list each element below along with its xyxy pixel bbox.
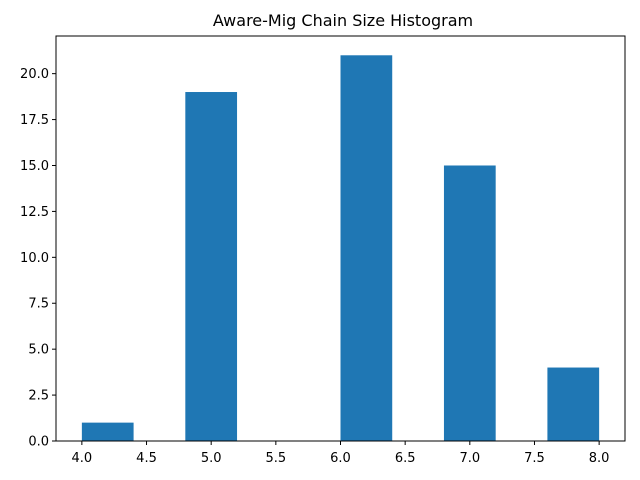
y-tick-label: 2.5 — [28, 389, 49, 404]
bars-group — [81, 55, 600, 442]
x-tick-label: 8.0 — [589, 451, 610, 466]
histogram-bar-7 — [443, 165, 496, 441]
x-axis: 4.0 4.5 5.0 5.5 6.0 6.5 7.0 7.5 8.0 — [72, 441, 610, 466]
y-tick-label: 15.0 — [20, 159, 49, 174]
histogram-bar-5 — [340, 55, 393, 442]
plot-frame — [55, 35, 626, 442]
y-tick-label: 20.0 — [20, 67, 49, 82]
y-tick-label: 12.5 — [20, 205, 49, 220]
y-tick-label: 7.5 — [28, 297, 49, 312]
y-tick-label: 17.5 — [20, 113, 49, 128]
y-tick-label: 0.0 — [28, 435, 49, 450]
histogram-bar-9 — [547, 367, 600, 441]
y-axis: 0.0 2.5 5.0 7.5 10.0 12.5 15.0 17.5 20.0 — [20, 67, 56, 450]
x-tick-label: 5.5 — [265, 451, 286, 466]
x-tick-label: 5.0 — [201, 451, 222, 466]
x-tick-label: 4.0 — [72, 451, 93, 466]
x-tick-label: 6.0 — [330, 451, 351, 466]
x-tick-label: 7.0 — [459, 451, 480, 466]
histogram-bar-2 — [185, 92, 238, 441]
x-tick-label: 6.5 — [395, 451, 416, 466]
y-tick-label: 10.0 — [20, 251, 49, 266]
x-tick-label: 7.5 — [524, 451, 545, 466]
x-tick-label: 4.5 — [136, 451, 157, 466]
chart-title: Aware-Mig Chain Size Histogram — [213, 11, 473, 30]
histogram-bar-0 — [81, 422, 134, 441]
y-tick-label: 5.0 — [28, 343, 49, 358]
